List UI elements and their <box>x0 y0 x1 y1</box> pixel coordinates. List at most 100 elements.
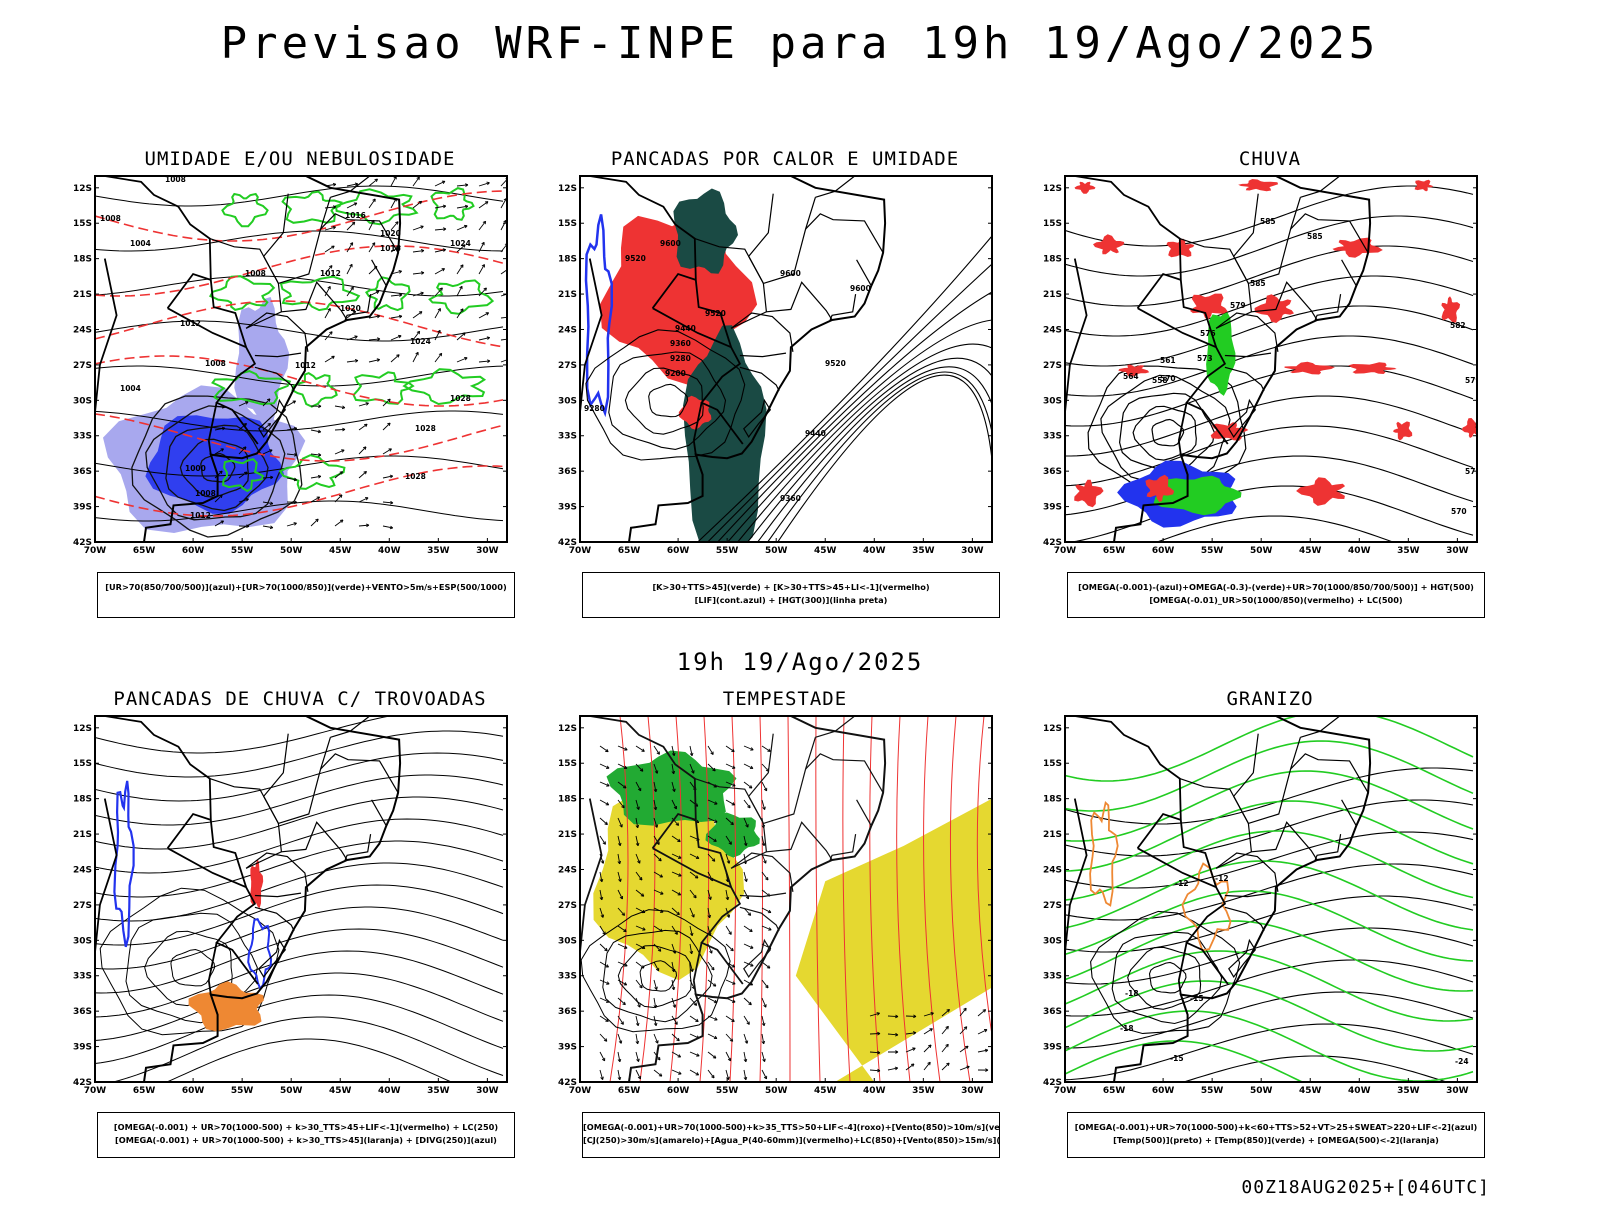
contour-label: 1008 <box>100 214 121 223</box>
legend-tempestade: [OMEGA(-0.001)+UR>70(1000-500)+k>35_TTS>… <box>582 1112 1000 1158</box>
lat-tick-label: 18S <box>1043 255 1062 265</box>
state-border <box>1342 260 1357 286</box>
lon-tick-label: 30W <box>1446 1086 1469 1096</box>
lon-tick-label: 65W <box>1103 1086 1126 1096</box>
lon-tick-label: 40W <box>1348 546 1371 556</box>
lat-tick-label: 39S <box>1043 1043 1062 1053</box>
lat-tick-label: 12S <box>73 724 92 734</box>
contour-label: 1008 <box>245 269 266 278</box>
wind-vector <box>479 221 486 230</box>
lon-tick-label: 50W <box>280 1086 303 1096</box>
map-body: -12-15-18-12-15-18-24 <box>1050 712 1473 1111</box>
wind-vector <box>708 1052 716 1058</box>
lat-tick-label: 27S <box>558 901 577 911</box>
lat-tick-label: 12S <box>558 724 577 734</box>
lon-tick-label: 55W <box>1201 1086 1224 1096</box>
state-border <box>857 800 872 826</box>
lat-tick-label: 39S <box>1043 503 1062 513</box>
rain-area-red <box>1462 418 1482 438</box>
lat-tick-label: 12S <box>558 184 577 194</box>
lat-tick-label: 27S <box>558 361 577 371</box>
panel-title: CHUVA <box>1030 148 1510 170</box>
contour-label: 1008 <box>195 489 216 498</box>
legend-granizo: [OMEGA(-0.001)+UR>70(1000-500)+k<60+TTS>… <box>1067 1112 1485 1158</box>
streamline <box>95 907 503 969</box>
legend-pancadas-calor: [K>30+TTS>45](verde) + [K>30+TTS>45+LI<-… <box>582 572 1000 618</box>
rain-area-red <box>1190 294 1228 319</box>
wind-vector <box>413 177 419 186</box>
contour-label: 558 <box>1152 376 1168 385</box>
lat-tick-label: 15S <box>558 219 577 229</box>
lat-tick-label: 21S <box>1043 290 1062 300</box>
wind-vector <box>960 1046 968 1052</box>
contour-line <box>1120 393 1215 472</box>
temp500-contour <box>1065 800 1473 856</box>
legend-chuva: [OMEGA(-0.001)-(azul)+OMEGA(-0.3)-(verde… <box>1067 572 1485 618</box>
contour-label: -18 <box>1125 989 1139 998</box>
lat-tick-label: 21S <box>558 830 577 840</box>
lon-tick-label: 45W <box>1299 1086 1322 1096</box>
country-border <box>1138 814 1181 848</box>
lat-tick-label: 39S <box>73 1043 92 1053</box>
wind-vector <box>600 1034 607 1041</box>
temp500-contour <box>1065 768 1473 824</box>
lon-tick-label: 30W <box>476 546 499 556</box>
wind-vector <box>618 998 625 1005</box>
contour-label: 1028 <box>450 394 471 403</box>
country-border <box>1075 176 1216 347</box>
state-border <box>766 822 832 860</box>
country-border <box>1179 441 1181 455</box>
contour-label: 9360 <box>780 494 801 503</box>
wind-vector <box>906 1064 914 1070</box>
contour-label: 9440 <box>805 429 826 438</box>
lat-tick-label: 27S <box>73 361 92 371</box>
lon-tick-label: 60W <box>182 546 205 556</box>
lon-tick-label: 55W <box>231 1086 254 1096</box>
lon-tick-label: 45W <box>814 546 837 556</box>
wind-vector <box>369 199 375 208</box>
lat-tick-label: 30S <box>73 396 92 406</box>
lat-tick-label: 33S <box>1043 432 1062 442</box>
wind-vector <box>672 1034 679 1041</box>
contour-label: 1012 <box>190 511 211 520</box>
wind-vector <box>690 998 697 1005</box>
lat-tick-label: 18S <box>1043 795 1062 805</box>
wind-vector <box>347 222 355 230</box>
contour-label: 9520 <box>825 359 846 368</box>
wind-vector <box>978 1010 986 1016</box>
lat-tick-label: 12S <box>1043 724 1062 734</box>
lon-tick-label: 70W <box>569 546 592 556</box>
contour-label: 582 <box>1450 321 1466 330</box>
map-body: 1008100810041016102010121008101210201024… <box>80 175 512 542</box>
lon-tick-label: 50W <box>280 546 303 556</box>
wind-vector <box>654 746 659 754</box>
state-border <box>1251 822 1317 860</box>
lat-tick-label: 33S <box>558 972 577 982</box>
height-contour <box>1065 516 1473 571</box>
contour-label: -12 <box>1215 874 1229 883</box>
wind-vector <box>369 179 378 186</box>
streamline <box>95 731 503 777</box>
wind-vector <box>413 312 422 318</box>
lon-tick-label: 45W <box>329 1086 352 1096</box>
height-contour <box>1065 336 1473 396</box>
lat-tick-label: 24S <box>73 325 92 335</box>
wind-vector <box>359 471 367 478</box>
isobar <box>95 231 503 251</box>
lon-tick-label: 65W <box>133 546 156 556</box>
lat-tick-label: 33S <box>73 432 92 442</box>
contour-label: -12 <box>1175 879 1189 888</box>
lon-tick-label: 35W <box>1397 546 1420 556</box>
temp850-contour <box>1065 1041 1473 1111</box>
state-border <box>210 779 282 869</box>
contour-label: 585 <box>1260 217 1276 226</box>
wind-vector <box>942 1063 949 1070</box>
rain-area-red <box>1075 182 1096 194</box>
height-contour <box>758 367 992 542</box>
lat-tick-label: 27S <box>1043 361 1062 371</box>
wind-vector <box>762 962 770 968</box>
lon-tick-label: 50W <box>765 1086 788 1096</box>
